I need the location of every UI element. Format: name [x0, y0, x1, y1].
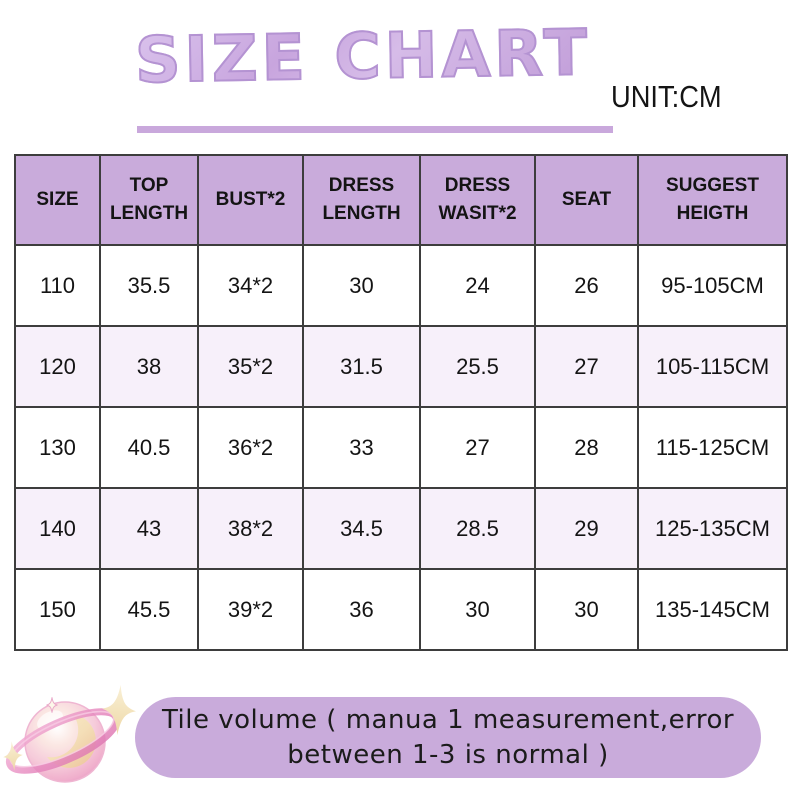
table-header-row: SIZE TOP LENGTH BUST*2 DRESS LENGTH DRES…: [14, 154, 788, 246]
column-header-dress-waist: DRESS WASIT*2: [419, 154, 536, 246]
four-point-sparkle-icon: [100, 683, 138, 737]
table-cell: 135-145CM: [637, 568, 788, 651]
title-underline: [137, 126, 613, 133]
table-cell: 30: [534, 568, 639, 651]
table-cell: 130: [14, 406, 101, 489]
table-cell: 150: [14, 568, 101, 651]
column-header-seat: SEAT: [534, 154, 639, 246]
column-header-suggest-height: SUGGEST HEIGTH: [637, 154, 788, 246]
table-cell: 38*2: [197, 487, 304, 570]
column-header-top-length: TOP LENGTH: [99, 154, 199, 246]
table-cell: 110: [14, 244, 101, 327]
table-cell: 29: [534, 487, 639, 570]
table-cell: 40.5: [99, 406, 199, 489]
table-cell: 45.5: [99, 568, 199, 651]
table-cell: 120: [14, 325, 101, 408]
table-cell: 34.5: [302, 487, 421, 570]
table-cell: 95-105CM: [637, 244, 788, 327]
column-header-size: SIZE: [14, 154, 101, 246]
column-header-bust: BUST*2: [197, 154, 304, 246]
table-cell: 140: [14, 487, 101, 570]
footer-note-banner: Tile volume ( manua 1 measurement,error …: [135, 697, 761, 778]
table-row-150: 150 45.5 39*2 36 30 30 135-145CM: [14, 568, 788, 651]
table-row-120: 120 38 35*2 31.5 25.5 27 105-115CM: [14, 325, 788, 408]
footer-note-line2: between 1-3 is normal ): [287, 739, 609, 770]
table-cell: 36*2: [197, 406, 304, 489]
table-cell: 35.5: [99, 244, 199, 327]
table-cell: 31.5: [302, 325, 421, 408]
table-cell: 28: [534, 406, 639, 489]
table-cell: 36: [302, 568, 421, 651]
page-title: SIZE CHART: [117, 15, 608, 98]
planet-decoration: [0, 678, 150, 798]
table-row-140: 140 43 38*2 34.5 28.5 29 125-135CM: [14, 487, 788, 570]
table-cell: 125-135CM: [637, 487, 788, 570]
table-cell: 33: [302, 406, 421, 489]
table-cell: 24: [419, 244, 536, 327]
table-cell: 34*2: [197, 244, 304, 327]
column-header-dress-length: DRESS LENGTH: [302, 154, 421, 246]
table-cell: 38: [99, 325, 199, 408]
table-row-130: 130 40.5 36*2 33 27 28 115-125CM: [14, 406, 788, 489]
table-cell: 39*2: [197, 568, 304, 651]
unit-label: UNIT:CM: [611, 79, 722, 114]
footer-note-line1: Tile volume ( manua 1 measurement,error: [161, 704, 735, 735]
table-cell: 28.5: [419, 487, 536, 570]
table-cell: 25.5: [419, 325, 536, 408]
table-cell: 35*2: [197, 325, 304, 408]
table-cell: 27: [419, 406, 536, 489]
table-cell: 26: [534, 244, 639, 327]
table-cell: 115-125CM: [637, 406, 788, 489]
table-cell: 105-115CM: [637, 325, 788, 408]
table-cell: 43: [99, 487, 199, 570]
table-cell: 30: [419, 568, 536, 651]
saturn-bubble-planet-icon: [1, 683, 138, 783]
size-table: SIZE TOP LENGTH BUST*2 DRESS LENGTH DRES…: [14, 154, 788, 651]
table-cell: 30: [302, 244, 421, 327]
table-row-110: 110 35.5 34*2 30 24 26 95-105CM: [14, 244, 788, 327]
table-cell: 27: [534, 325, 639, 408]
